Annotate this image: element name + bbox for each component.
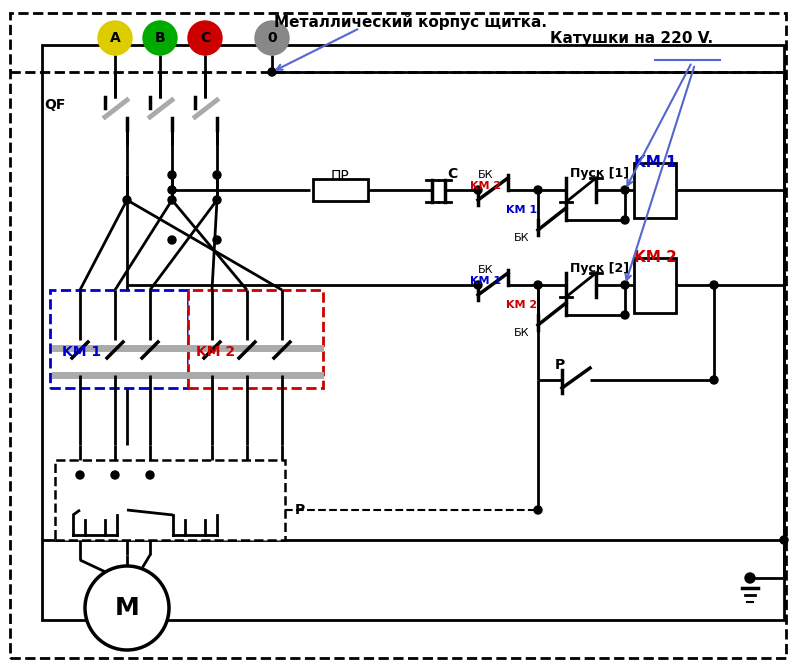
Circle shape	[621, 311, 629, 319]
Text: KM 2: KM 2	[470, 181, 502, 191]
Text: KM 1: KM 1	[62, 345, 101, 359]
Circle shape	[123, 196, 131, 204]
FancyBboxPatch shape	[10, 13, 786, 658]
Circle shape	[534, 506, 542, 514]
Circle shape	[213, 171, 221, 179]
Circle shape	[168, 196, 176, 204]
Bar	[634, 163, 676, 218]
Circle shape	[146, 471, 154, 479]
Bar	[634, 257, 676, 312]
Text: M: M	[114, 596, 139, 620]
Text: БК: БК	[514, 233, 530, 243]
Circle shape	[534, 281, 542, 289]
Circle shape	[621, 216, 629, 224]
Bar	[313, 179, 367, 201]
FancyBboxPatch shape	[50, 290, 188, 388]
Text: A: A	[110, 31, 120, 45]
Circle shape	[168, 236, 176, 244]
Text: C: C	[200, 31, 210, 45]
Text: Пуск [1]: Пуск [1]	[570, 167, 630, 180]
Circle shape	[85, 566, 169, 650]
Circle shape	[268, 68, 276, 76]
Text: C: C	[447, 167, 457, 181]
Circle shape	[710, 376, 718, 384]
Text: Пуск [2]: Пуск [2]	[570, 261, 630, 275]
Circle shape	[76, 471, 84, 479]
Text: Катушки на 220 V.: Катушки на 220 V.	[550, 31, 714, 46]
Text: KM 1: KM 1	[506, 205, 538, 215]
Circle shape	[111, 471, 119, 479]
Text: KM 1: KM 1	[634, 155, 676, 170]
FancyBboxPatch shape	[188, 290, 323, 388]
Circle shape	[143, 21, 177, 55]
Text: БК: БК	[478, 170, 494, 180]
Circle shape	[780, 536, 788, 544]
Circle shape	[534, 186, 542, 194]
Text: QF: QF	[44, 98, 66, 112]
Circle shape	[255, 21, 289, 55]
Text: P: P	[555, 358, 565, 372]
Text: БК: БК	[478, 265, 494, 275]
Circle shape	[474, 186, 482, 194]
Circle shape	[213, 196, 221, 204]
Circle shape	[98, 21, 132, 55]
Circle shape	[213, 236, 221, 244]
Text: 0: 0	[267, 31, 277, 45]
Text: Металлический корпус щитка.: Металлический корпус щитка.	[274, 14, 546, 29]
Bar	[42, 45, 784, 620]
Circle shape	[188, 21, 222, 55]
Text: KM 1: KM 1	[470, 276, 502, 286]
Text: KM 2: KM 2	[196, 345, 235, 359]
Text: ПР: ПР	[330, 169, 350, 183]
Circle shape	[621, 281, 629, 289]
Circle shape	[168, 186, 176, 194]
Circle shape	[168, 171, 176, 179]
Circle shape	[710, 281, 718, 289]
Circle shape	[474, 281, 482, 289]
Text: P: P	[295, 503, 305, 517]
FancyBboxPatch shape	[55, 460, 285, 540]
Text: БК: БК	[514, 328, 530, 338]
Circle shape	[621, 186, 629, 194]
Circle shape	[745, 573, 755, 583]
Text: B: B	[154, 31, 166, 45]
Text: KM 2: KM 2	[506, 300, 538, 310]
Text: KM 2: KM 2	[634, 249, 677, 265]
